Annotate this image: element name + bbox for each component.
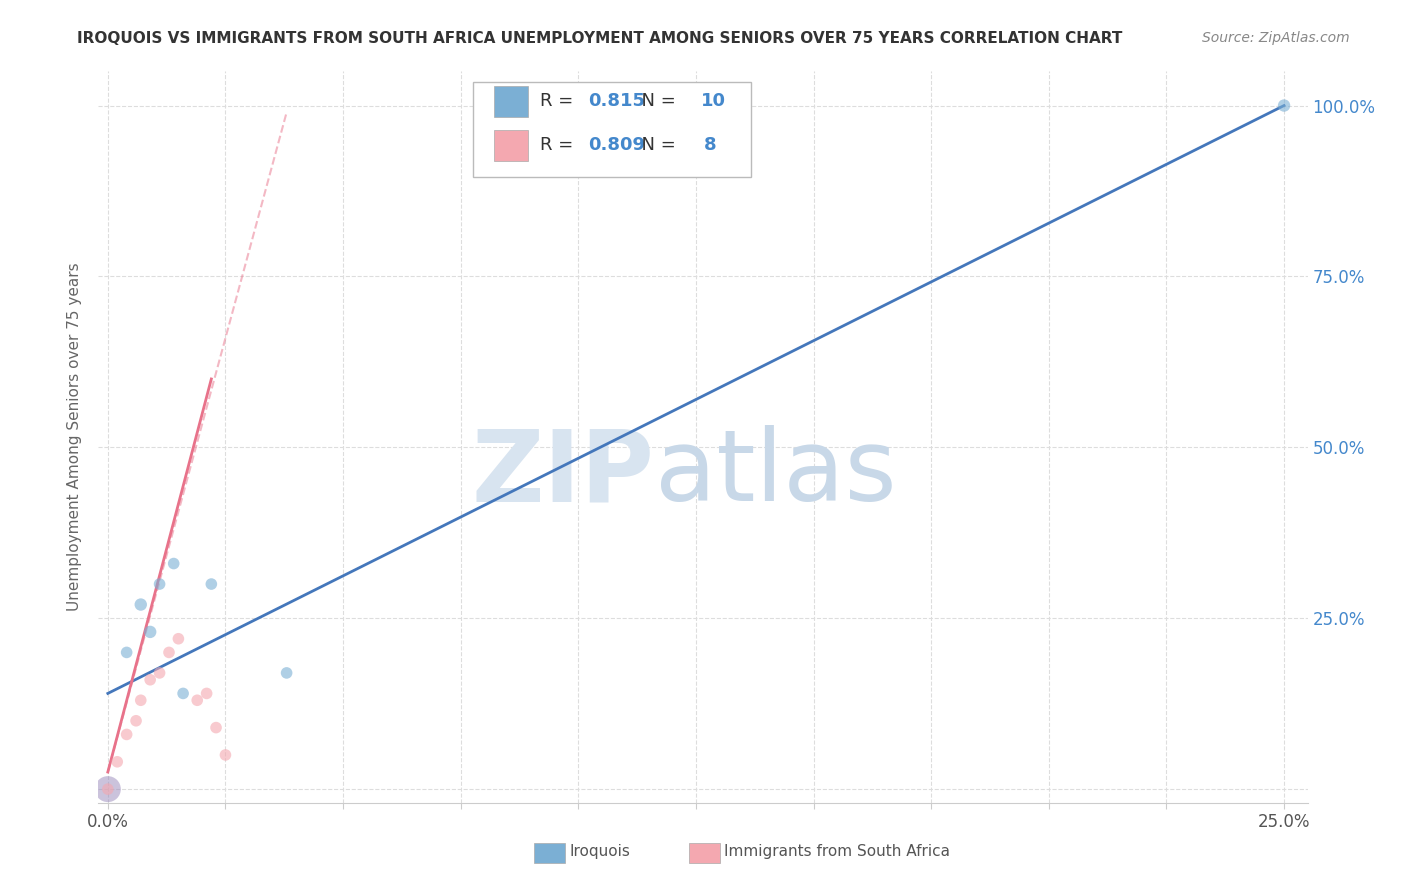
Text: IROQUOIS VS IMMIGRANTS FROM SOUTH AFRICA UNEMPLOYMENT AMONG SENIORS OVER 75 YEAR: IROQUOIS VS IMMIGRANTS FROM SOUTH AFRICA… [77, 31, 1123, 46]
Point [205, 721, 228, 735]
Text: 0.809: 0.809 [588, 136, 645, 154]
Point [129, 693, 152, 707]
Text: N =: N = [630, 136, 682, 154]
FancyBboxPatch shape [494, 130, 527, 161]
Point [139, 624, 162, 639]
Point [157, 645, 180, 659]
FancyBboxPatch shape [494, 86, 527, 117]
Point [149, 577, 172, 591]
Text: ZIP: ZIP [472, 425, 655, 522]
Point [214, 747, 236, 762]
Point [200, 577, 222, 591]
Point [115, 645, 138, 659]
Y-axis label: Unemployment Among Seniors over 75 years: Unemployment Among Seniors over 75 years [67, 263, 83, 611]
Text: Source: ZipAtlas.com: Source: ZipAtlas.com [1202, 31, 1350, 45]
Point [163, 557, 186, 571]
Text: Iroquois: Iroquois [569, 845, 630, 859]
Point [125, 714, 148, 728]
Point [276, 665, 298, 680]
Text: 8: 8 [704, 136, 717, 154]
Text: atlas: atlas [655, 425, 896, 522]
Point [167, 632, 190, 646]
Point [129, 598, 152, 612]
Point [149, 665, 172, 680]
FancyBboxPatch shape [474, 82, 751, 178]
Text: R =: R = [540, 136, 579, 154]
Text: R =: R = [540, 93, 579, 111]
Point [115, 727, 138, 741]
Text: N =: N = [630, 93, 682, 111]
Text: Immigrants from South Africa: Immigrants from South Africa [724, 845, 950, 859]
Text: 10: 10 [700, 93, 725, 111]
Point [195, 686, 218, 700]
Point [97, 782, 120, 797]
Point [105, 755, 128, 769]
Point [139, 673, 162, 687]
Point [172, 686, 194, 700]
Point [97, 782, 120, 797]
Text: 0.815: 0.815 [588, 93, 645, 111]
Point [186, 693, 208, 707]
Point [1272, 98, 1295, 112]
